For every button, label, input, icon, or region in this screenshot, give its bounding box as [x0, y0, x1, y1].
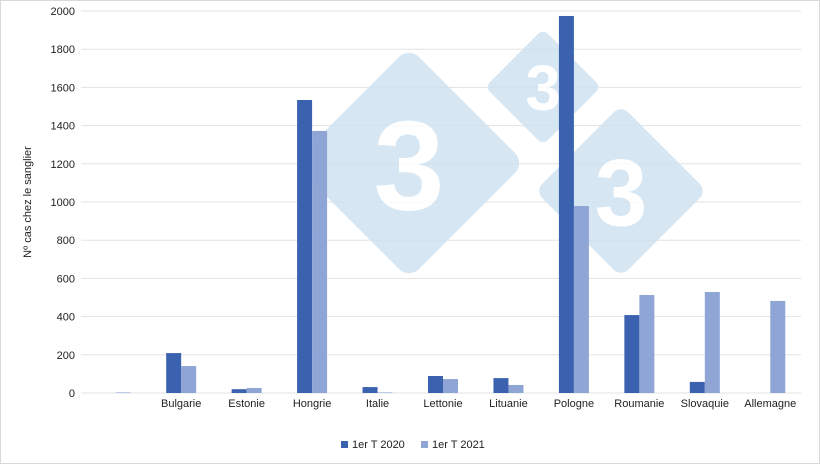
bar-2020 [624, 315, 640, 393]
legend: 1er T 2020 1er T 2021 [341, 439, 485, 451]
x-tick-label: Lettonie [423, 398, 462, 410]
bar-2021 [573, 206, 589, 393]
y-tick-label: 2000 [51, 6, 75, 18]
x-tick-label: Estonie [228, 398, 265, 410]
x-tick-label: Allemagne [744, 398, 796, 410]
x-tick-label: Italie [366, 398, 389, 410]
y-tick-label: 600 [57, 273, 75, 285]
watermark-digit: 3 [595, 140, 648, 246]
x-tick-label: Bulgarie [161, 398, 201, 410]
y-tick-label: 800 [57, 235, 75, 247]
legend-label: 1er T 2021 [432, 439, 485, 451]
bars [115, 15, 786, 394]
y-tick-label: 1400 [51, 121, 75, 133]
watermark-digit: 3 [525, 52, 560, 124]
x-tick-label: Roumanie [614, 398, 664, 410]
bar-2021 [508, 384, 524, 393]
y-tick-label: 1800 [51, 44, 75, 56]
bar-2021 [246, 388, 262, 393]
bar-2020 [231, 389, 247, 393]
y-tick-label: 400 [57, 312, 75, 324]
y-axis-label: Nº cas chez le sanglier [22, 146, 34, 258]
y-tick-label: 1600 [51, 82, 75, 94]
bar-2020 [297, 100, 313, 394]
bar-2020 [428, 376, 443, 393]
x-tick-label: Slovaquie [681, 398, 729, 410]
legend-swatch [341, 441, 348, 448]
y-tick-label: 200 [57, 350, 75, 362]
watermark-diamond [298, 52, 520, 274]
bar-2021 [312, 130, 328, 393]
bar-2020 [166, 353, 182, 393]
bar-2021 [115, 392, 131, 393]
bar-2021 [377, 392, 393, 393]
watermark-digit: 3 [374, 94, 445, 237]
legend-swatch [421, 441, 428, 448]
watermark-logo: 333 [298, 31, 703, 274]
x-tick-label: Hongrie [293, 398, 332, 410]
bar-2020 [689, 381, 705, 393]
bar-2021 [770, 300, 786, 393]
bar-2021 [443, 379, 458, 393]
bar-2020 [362, 387, 378, 393]
y-tick-label: 1000 [51, 197, 75, 209]
legend-label: 1er T 2020 [352, 439, 405, 451]
bar-2021 [639, 295, 655, 393]
bar-2021 [181, 366, 197, 393]
bar-2020 [493, 378, 509, 393]
bar-2021 [704, 291, 720, 393]
x-tick-label: Lituanie [489, 398, 528, 410]
y-tick-labels: 0 200 400 600 800 1000 1200 1400 1600 1800 2000 [51, 6, 75, 400]
x-tick-labels: Bulgarie Estonie Hongrie Italie Lettonie Litu… [161, 398, 796, 410]
bar-2020 [558, 15, 574, 393]
y-tick-label: 0 [69, 388, 75, 400]
x-tick-label: Pologne [554, 398, 594, 410]
y-tick-label: 1200 [51, 159, 75, 171]
